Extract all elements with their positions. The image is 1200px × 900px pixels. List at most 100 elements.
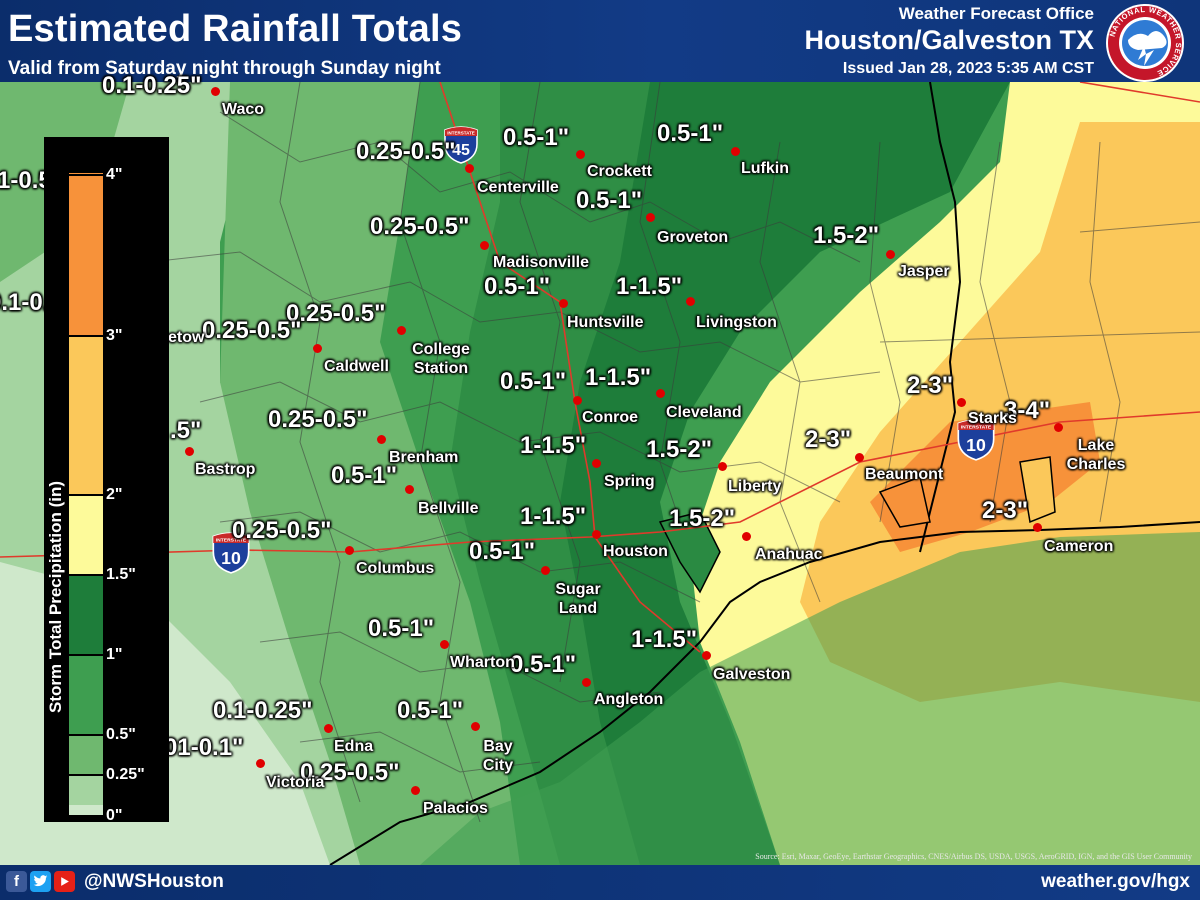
city-label-anahuac: Anahuac: [755, 546, 823, 563]
range-label: 0.5-1": [397, 697, 464, 724]
city-dot: [559, 299, 568, 308]
svg-text:10: 10: [966, 435, 986, 455]
office-city: Houston/Galveston TX: [804, 25, 1094, 55]
city-label-bellville: Bellville: [418, 500, 479, 517]
city-label-starks: Starks: [968, 410, 1017, 427]
city-label-waco: Waco: [222, 101, 265, 118]
website-link[interactable]: weather.gov/hgx: [1041, 871, 1190, 892]
city-label-galveston: Galveston: [713, 666, 791, 683]
legend-tick: [66, 774, 106, 776]
range-label: 1-1.5": [520, 432, 587, 459]
city-dot: [718, 462, 727, 471]
range-label: 0.5-1": [657, 120, 724, 147]
legend-swatch-0.1-0.25: [69, 775, 103, 805]
city-label-bastrop: Bastrop: [195, 461, 256, 478]
legend-label: 0.5": [106, 726, 136, 743]
coastline: [329, 521, 1200, 865]
legend-label: 0": [106, 807, 123, 824]
city-label-caldwell: Caldwell: [324, 358, 389, 375]
city-dot: [411, 786, 420, 795]
legend-swatch-0.5-1: [69, 655, 103, 735]
legend-swatch-3-4: [69, 173, 103, 336]
svg-text:Storm Total Precipitation (in): Storm Total Precipitation (in): [46, 481, 65, 713]
range-label: 0.5-1": [469, 538, 536, 565]
range-label: 2-3": [982, 497, 1029, 524]
city-label-brenham: Brenham: [389, 449, 459, 466]
svg-text:INTERSTATE: INTERSTATE: [961, 424, 992, 430]
city-dot: [731, 147, 740, 156]
city-dot: [471, 722, 480, 731]
city-dot: [646, 213, 655, 222]
city-label-sugar-land: Sugar Land: [555, 581, 601, 617]
legend-swatch-0.25-0.5: [69, 735, 103, 775]
city-label-madisonville: Madisonville: [493, 254, 590, 271]
issued-time: Issued Jan 28, 2023 5:35 AM CST: [842, 60, 1094, 77]
legend-swatch-1-1.5: [69, 575, 103, 655]
city-label-columbus: Columbus: [356, 560, 435, 577]
range-label: 0.5-1": [576, 187, 643, 214]
header-bar: Estimated Rainfall Totals Valid from Sat…: [0, 0, 1200, 82]
youtube-icon[interactable]: [54, 871, 75, 892]
page-title: Estimated Rainfall Totals: [8, 8, 463, 50]
city-label-victoria: Victoria: [266, 774, 325, 791]
city-label-crockett: Crockett: [587, 163, 652, 180]
city-label-wharton: Wharton: [450, 654, 515, 671]
city-label-spring: Spring: [604, 473, 655, 490]
city-dot: [211, 87, 220, 96]
city-dot: [377, 435, 386, 444]
range-label: 0.25-0.5": [232, 517, 332, 544]
social-links: f: [6, 871, 75, 892]
range-label: 1.5-2": [646, 436, 713, 463]
city-label-huntsville: Huntsville: [567, 314, 644, 331]
legend-label: 1.5": [106, 566, 136, 583]
city-dot: [656, 389, 665, 398]
legend-tick: [66, 734, 106, 736]
interstate-45-shield-icon: INTERSTATE 45: [444, 126, 478, 164]
legend-tick: [66, 494, 106, 496]
range-label: 1.5-2": [669, 505, 736, 532]
city-label-lake-charles: Lake Charles: [1066, 437, 1126, 473]
range-label: 2-3": [907, 372, 954, 399]
city-dot: [576, 150, 585, 159]
range-label: 0.5-1": [500, 368, 567, 395]
city-label-cameron: Cameron: [1044, 538, 1114, 555]
legend-label: 4": [106, 166, 123, 183]
city-dot: [405, 485, 414, 494]
svg-text:10: 10: [221, 548, 241, 568]
city-dot: [541, 566, 550, 575]
city-dot: [480, 241, 489, 250]
map-credit: Source: Esri, Maxar, GeoEye, Earthstar G…: [755, 852, 1192, 861]
office-label: Weather Forecast Office: [898, 4, 1094, 23]
city-label-college-station: College Station: [412, 341, 470, 377]
range-label: 0.5-1": [503, 124, 570, 151]
range-label: 1.5-2": [813, 222, 880, 249]
city-label-livingston: Livingston: [696, 314, 777, 331]
county-lines: [149, 82, 1200, 823]
facebook-icon[interactable]: f: [6, 871, 27, 892]
legend-label: 3": [106, 327, 123, 344]
range-label: 3-4": [1004, 397, 1051, 424]
city-dot: [573, 396, 582, 405]
calcasieu-lake: [1019, 456, 1056, 524]
city-dot: [702, 651, 711, 660]
twitter-handle[interactable]: @NWSHouston: [84, 871, 224, 892]
city-dot: [582, 678, 591, 687]
city-dot: [742, 532, 751, 541]
city-dot: [185, 447, 194, 456]
range-label: 01-0.1": [164, 734, 244, 761]
city-dot: [592, 459, 601, 468]
range-label: 0.25-0.5": [300, 759, 400, 786]
city-label-partial: etow: [168, 329, 205, 346]
sabine-lake: [878, 475, 931, 528]
city-dot: [686, 297, 695, 306]
city-label-jasper: Jasper: [898, 263, 950, 280]
range-label: 0.25-0.5": [268, 406, 368, 433]
twitter-icon[interactable]: [30, 871, 51, 892]
legend-swatch-2-3: [69, 336, 103, 495]
range-label: 0.1-0.25": [213, 697, 313, 724]
city-dot: [440, 640, 449, 649]
city-label-groveton: Groveton: [657, 229, 729, 246]
interstate-10-shield-east-icon: INTERSTATE 10: [957, 419, 995, 461]
svg-text:INTERSTATE: INTERSTATE: [216, 537, 247, 543]
